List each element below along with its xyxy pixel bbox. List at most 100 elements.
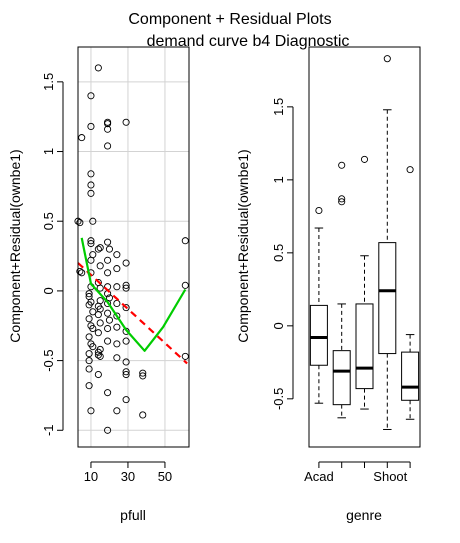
data-point [104, 238, 112, 246]
data-point [122, 118, 130, 126]
x-tick-label: 30 [121, 469, 135, 484]
boxplot-box [401, 166, 420, 420]
data-point [113, 283, 121, 291]
data-point [96, 345, 104, 353]
pfull-grid [78, 47, 189, 447]
data-point [76, 267, 84, 275]
data-point [85, 357, 93, 365]
data-point [87, 407, 95, 415]
data-point [181, 281, 189, 289]
outlier-point [383, 55, 391, 63]
smooth-fit-line [80, 237, 187, 352]
data-point [87, 92, 95, 100]
data-point [87, 122, 95, 130]
data-point [89, 324, 97, 333]
genre-y-axis-label: Component+Residual(ownbe1) [235, 149, 251, 342]
data-point [104, 269, 112, 277]
data-point [89, 217, 97, 225]
data-point [85, 333, 93, 341]
data-point [105, 316, 113, 324]
figure-title: Component + Residual Plots [128, 11, 331, 28]
outlier-point [338, 198, 346, 206]
data-point [96, 297, 104, 305]
data-point [85, 365, 93, 373]
data-point [104, 118, 112, 126]
genre-x-axis-label: genre [346, 507, 382, 523]
x-tick-label: 50 [158, 469, 172, 484]
outlier-point [406, 166, 414, 174]
data-point [113, 354, 121, 362]
pfull-scatter-panel: -1 -0.5 0 0.5 1 1.5 10 30 50 pfull Component+Res… [7, 46, 190, 523]
data-point [113, 299, 121, 307]
data-point [104, 125, 112, 133]
data-point [85, 315, 93, 323]
linear-fit-line [77, 262, 188, 365]
data-point [122, 358, 130, 366]
data-point [122, 304, 130, 312]
data-point [96, 319, 104, 327]
data-point [76, 219, 84, 227]
pfull-x-axis-label: pfull [120, 507, 146, 523]
box-iqr [401, 351, 420, 401]
y-tick-label: -0.5 [41, 349, 56, 371]
x-tick-label: Shoot [373, 469, 407, 484]
genre-axes: -0.5 0 0.5 1 1.5 Acad Shoot [271, 98, 411, 484]
data-point [113, 265, 121, 273]
genre-boxplot-panel: -0.5 0 0.5 1 1.5 Acad Shoot genre Component+Re… [235, 46, 421, 523]
data-point [78, 134, 86, 142]
boxplot-box [355, 155, 374, 410]
data-point [104, 309, 112, 317]
data-point [87, 170, 95, 178]
data-point [104, 324, 112, 333]
data-point [105, 294, 113, 302]
x-tick-label: 10 [84, 469, 98, 484]
data-point [104, 120, 112, 128]
y-tick-label: 0 [41, 287, 56, 294]
data-point [94, 370, 102, 379]
box-iqr [309, 304, 328, 366]
data-point [122, 259, 130, 267]
data-point [122, 281, 130, 289]
data-point [94, 245, 102, 253]
data-point [89, 343, 97, 351]
pfull-plot-frame [77, 46, 190, 448]
data-point [104, 256, 112, 264]
data-point [96, 244, 104, 252]
data-point [113, 323, 121, 331]
outlier-point [315, 206, 323, 215]
data-point [104, 426, 112, 434]
data-point [113, 340, 121, 348]
data-point [85, 290, 93, 298]
data-point [96, 352, 104, 360]
data-point [139, 411, 147, 419]
y-tick-label: 1.5 [41, 73, 56, 91]
data-point [87, 239, 95, 248]
data-point [89, 251, 97, 259]
data-point [87, 181, 95, 189]
y-tick-label: 0.5 [41, 212, 56, 230]
data-point [104, 337, 112, 345]
data-point [85, 350, 93, 358]
data-point [122, 368, 130, 376]
data-point [89, 308, 97, 316]
outlier-point [360, 155, 369, 163]
pfull-fit-lines [77, 237, 188, 365]
data-point [104, 142, 112, 150]
x-tick-label: Acad [304, 469, 334, 484]
data-point [96, 262, 104, 270]
data-point [122, 337, 130, 345]
y-tick-label: -1 [41, 424, 56, 436]
data-point [104, 389, 112, 397]
genre-boxes [309, 55, 420, 430]
data-point [113, 312, 121, 320]
data-point [181, 352, 189, 360]
pfull-y-axis-label: Component+Residual(ownbe1) [7, 149, 23, 342]
data-point [87, 189, 95, 197]
y-tick-label: 1.5 [271, 98, 286, 116]
data-point [85, 382, 93, 390]
outlier-point [338, 161, 346, 169]
data-point [122, 284, 130, 292]
data-point [122, 370, 130, 379]
outlier-point [338, 195, 346, 203]
